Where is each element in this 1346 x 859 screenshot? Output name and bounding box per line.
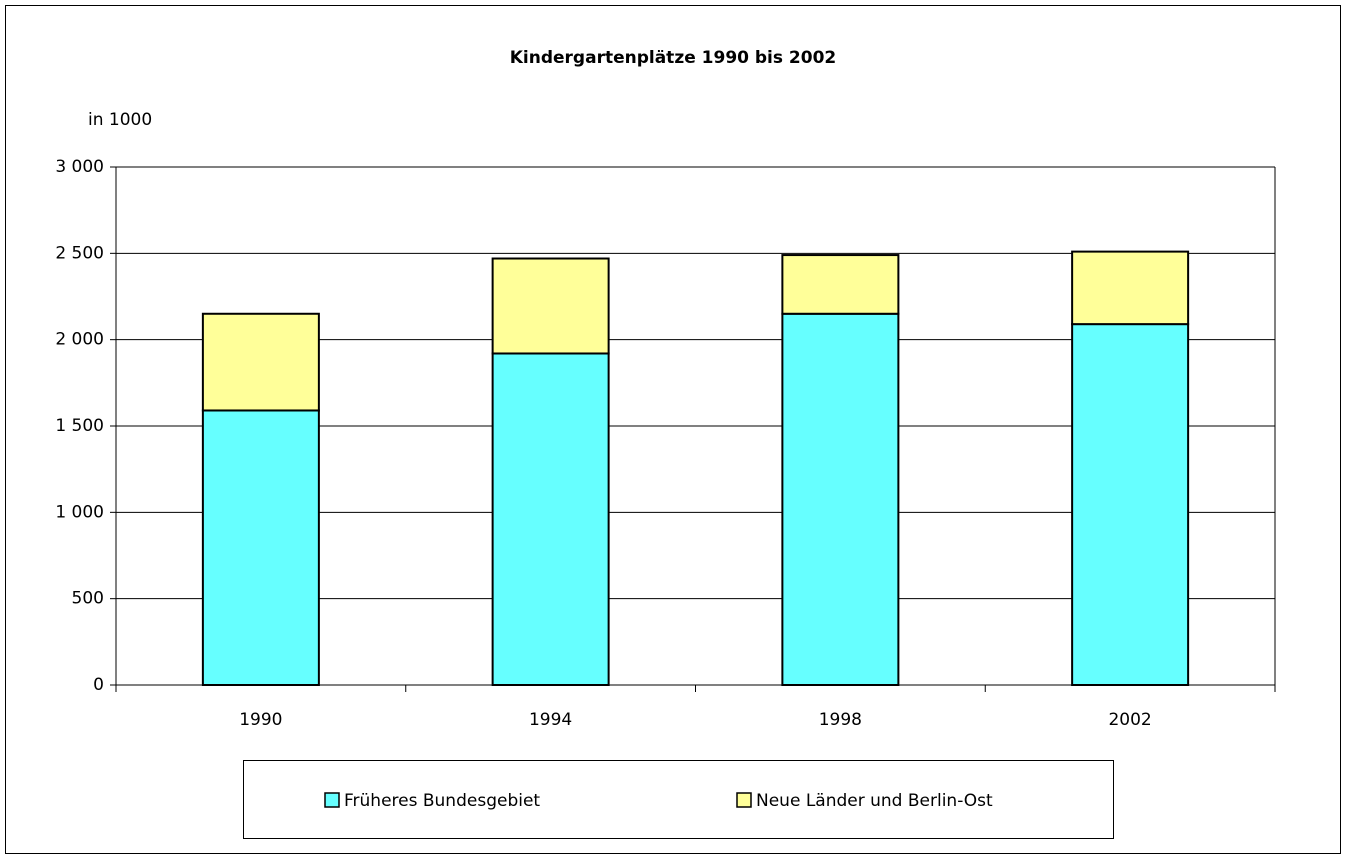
bar-segment bbox=[781, 254, 900, 315]
bar-segment bbox=[201, 312, 320, 412]
legend-swatch bbox=[736, 792, 752, 808]
y-tick-label: 1 000 bbox=[55, 502, 104, 522]
bar-segment bbox=[1071, 323, 1190, 686]
x-tick-label: 1998 bbox=[819, 710, 862, 730]
bar-segment bbox=[491, 352, 610, 686]
x-tick-label: 1990 bbox=[239, 710, 282, 730]
y-tick-label: 2 500 bbox=[55, 243, 104, 263]
legend-label: Neue Länder und Berlin-Ost bbox=[756, 791, 993, 811]
y-tick-label: 1 500 bbox=[55, 416, 104, 436]
y-tick-label: 3 000 bbox=[55, 157, 104, 177]
y-tick-label: 0 bbox=[93, 675, 104, 695]
legend-label: Früheres Bundesgebiet bbox=[344, 791, 540, 811]
legend-swatch bbox=[324, 792, 340, 808]
bar-segment bbox=[781, 312, 900, 686]
x-tick-label: 1994 bbox=[529, 710, 572, 730]
bar-segment bbox=[201, 409, 320, 686]
bar-segment bbox=[491, 257, 610, 355]
x-tick-label: 2002 bbox=[1108, 710, 1151, 730]
y-axis-label: in 1000 bbox=[88, 110, 152, 130]
y-tick-label: 2 000 bbox=[55, 330, 104, 350]
bar-segment bbox=[1071, 250, 1190, 326]
chart-title: Kindergartenplätze 1990 bis 2002 bbox=[510, 48, 837, 68]
legend-box bbox=[243, 760, 1114, 839]
y-tick-label: 500 bbox=[72, 589, 104, 609]
